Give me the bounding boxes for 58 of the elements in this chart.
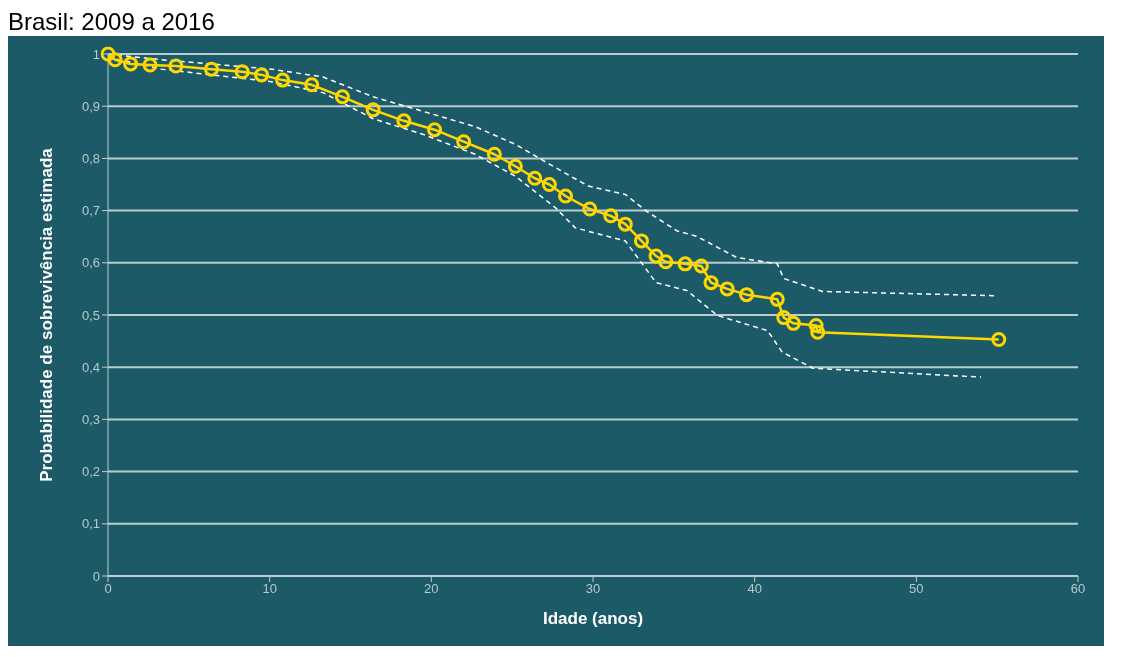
point <box>168 58 184 74</box>
point <box>776 310 792 326</box>
y-tick-label: 0,5 <box>81 307 100 323</box>
y-tick-label: 0,3 <box>81 412 100 428</box>
point <box>275 72 291 88</box>
y-tick-label: 0,7 <box>81 203 100 219</box>
y-tick-label: 0,1 <box>81 516 100 532</box>
point <box>100 46 116 62</box>
point <box>808 317 824 333</box>
point <box>456 134 472 150</box>
point <box>203 61 219 77</box>
point <box>582 201 598 217</box>
point <box>507 158 523 174</box>
point <box>527 170 543 186</box>
chart-title: Brasil: 2009 a 2016 <box>8 8 216 36</box>
point <box>107 52 123 68</box>
y-tick-label: 0,4 <box>81 359 100 375</box>
x-tick-label: 60 <box>1070 581 1086 597</box>
x-tick-label: 10 <box>262 581 277 597</box>
point <box>365 102 381 118</box>
y-tick-label: 0,9 <box>81 98 100 114</box>
point <box>254 67 270 83</box>
y-tick-label: 0 <box>92 568 100 584</box>
point <box>991 332 1007 348</box>
y-tick-label: 0,2 <box>81 464 100 480</box>
point <box>703 275 719 291</box>
x-tick-label: 0 <box>104 581 112 597</box>
point <box>617 216 633 232</box>
point <box>427 122 443 138</box>
x-tick-label: 40 <box>747 581 762 597</box>
point <box>785 315 801 331</box>
point <box>603 208 619 224</box>
x-tick-label: 20 <box>424 581 439 597</box>
x-tick-label: 50 <box>909 581 924 597</box>
point <box>677 256 693 272</box>
point <box>693 258 709 274</box>
point <box>334 89 350 105</box>
x-axis-title: Idade (anos) <box>542 609 644 628</box>
point <box>486 146 502 162</box>
y-axis-title: Probabilidade de sobrevivência estimada <box>37 147 57 482</box>
point <box>810 324 826 340</box>
y-tick-label: 1 <box>92 46 100 62</box>
point <box>658 254 674 270</box>
point <box>234 64 250 80</box>
point <box>634 233 649 249</box>
y-tick-label: 0,8 <box>81 151 100 167</box>
x-tick-label: 30 <box>585 581 601 597</box>
y-tick-label: 0,6 <box>81 255 100 271</box>
point <box>739 287 755 303</box>
point <box>541 177 557 192</box>
point <box>123 56 139 72</box>
point <box>719 281 735 297</box>
point <box>142 57 158 73</box>
point <box>396 113 412 129</box>
point <box>648 248 664 264</box>
point <box>769 291 785 307</box>
point <box>304 77 320 93</box>
point <box>558 188 574 204</box>
